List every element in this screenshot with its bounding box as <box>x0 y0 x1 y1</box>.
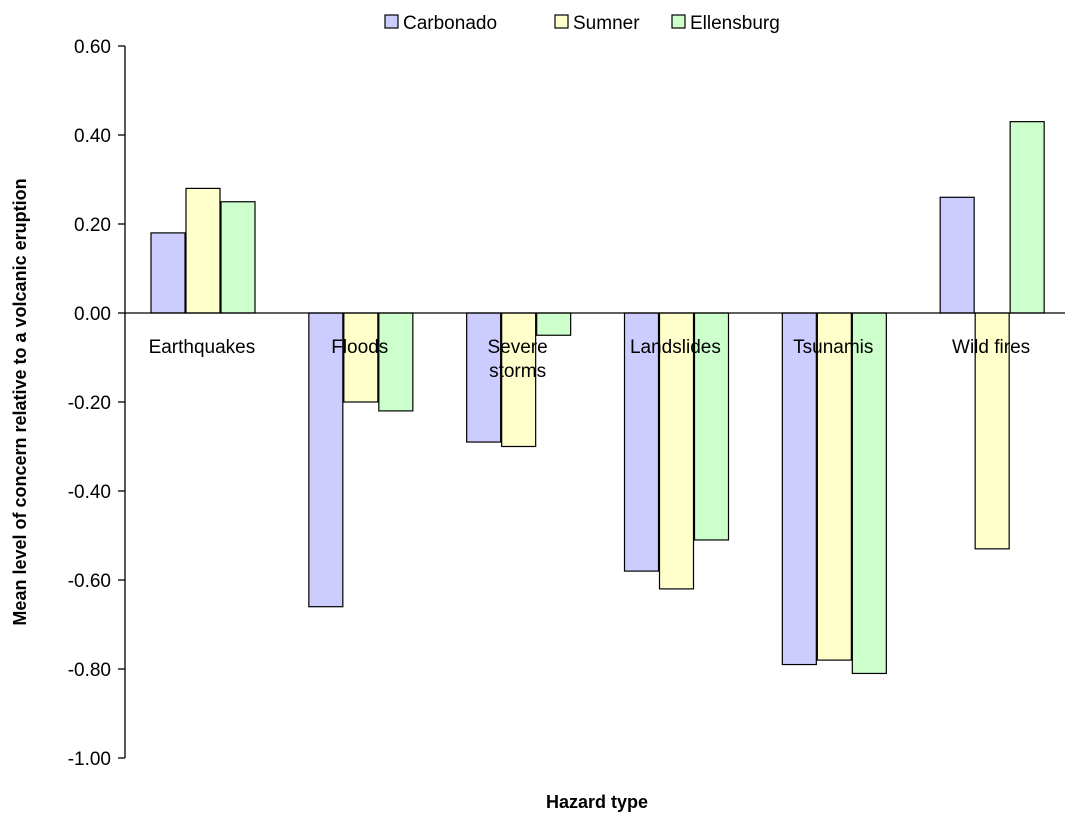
bar-sumner-tsunamis <box>816 312 852 661</box>
bar-sumner-severe-storms <box>501 312 537 448</box>
bar-ellensburg-severe-storms <box>536 312 572 336</box>
bar-sumner-wild-fires <box>974 312 1010 550</box>
x-tick-label-line: Landslides <box>630 337 721 358</box>
y-tick-label: -0.20 <box>68 393 111 414</box>
legend: Carbonado Sumner Ellensburg <box>384 13 780 34</box>
x-tick-label-line: Wild fires <box>952 337 1030 358</box>
bar-carbonado-earthquakes <box>150 232 186 314</box>
x-tick-label-wild-fires: Wild fires <box>952 337 1030 358</box>
legend-swatch-carbonado <box>384 14 399 29</box>
x-axis-title: Hazard type <box>546 792 648 812</box>
category-labels: Earthquakes Floods Severe storms Landslides T… <box>149 337 1031 382</box>
bar-ellensburg-wild-fires <box>1009 121 1045 314</box>
bar-carbonado-severe-storms <box>466 312 502 443</box>
bar-ellensburg-floods <box>378 312 414 412</box>
x-tick-label-line: Earthquakes <box>149 337 256 358</box>
y-tick-label: 0.20 <box>74 215 111 236</box>
y-tick-label: -0.60 <box>68 571 111 592</box>
y-axis: 0.60 0.40 0.20 0.00 -0.20 -0.40 -0.60 -0.80 -1.0… <box>68 37 126 770</box>
x-tick-label-line: Tsunamis <box>793 337 873 358</box>
y-tick-label: -0.40 <box>68 482 111 503</box>
legend-label-ellensburg: Ellensburg <box>690 13 780 34</box>
x-tick-label-line: Severe <box>487 337 547 358</box>
bar-ellensburg-earthquakes <box>220 201 256 314</box>
bar-sumner-earthquakes <box>185 187 221 314</box>
y-tick-label: 0.00 <box>74 304 111 325</box>
y-tick-label: -1.00 <box>68 749 111 770</box>
y-tick-label: -0.80 <box>68 660 111 681</box>
x-tick-label-floods: Floods <box>331 337 388 358</box>
legend-label-carbonado: Carbonado <box>403 13 497 34</box>
y-axis-title: Mean level of concern relative to a volc… <box>10 178 30 625</box>
bar-carbonado-wild-fires <box>939 196 975 314</box>
legend-swatch-sumner <box>554 14 569 29</box>
x-tick-label-severe-storms: Severe storms <box>487 337 547 382</box>
legend-swatch-ellensburg <box>671 14 686 29</box>
x-tick-label-line: storms <box>489 361 546 382</box>
x-tick-label-earthquakes: Earthquakes <box>149 337 256 358</box>
bar-sumner-landslides <box>658 312 695 590</box>
y-tick-label: 0.60 <box>74 37 111 58</box>
bar-ellensburg-tsunamis <box>851 312 887 675</box>
x-tick-label-landslides: Landslides <box>630 337 721 358</box>
x-tick-label-tsunamis: Tsunamis <box>793 337 873 358</box>
bar-ellensburg-landslides <box>693 312 730 541</box>
y-tick-label: 0.40 <box>74 126 111 147</box>
legend-label-sumner: Sumner <box>573 13 640 34</box>
bar-carbonado-tsunamis <box>781 312 817 666</box>
bars <box>150 121 1045 675</box>
bar-carbonado-landslides <box>623 312 660 572</box>
x-tick-label-line: Floods <box>331 337 388 358</box>
